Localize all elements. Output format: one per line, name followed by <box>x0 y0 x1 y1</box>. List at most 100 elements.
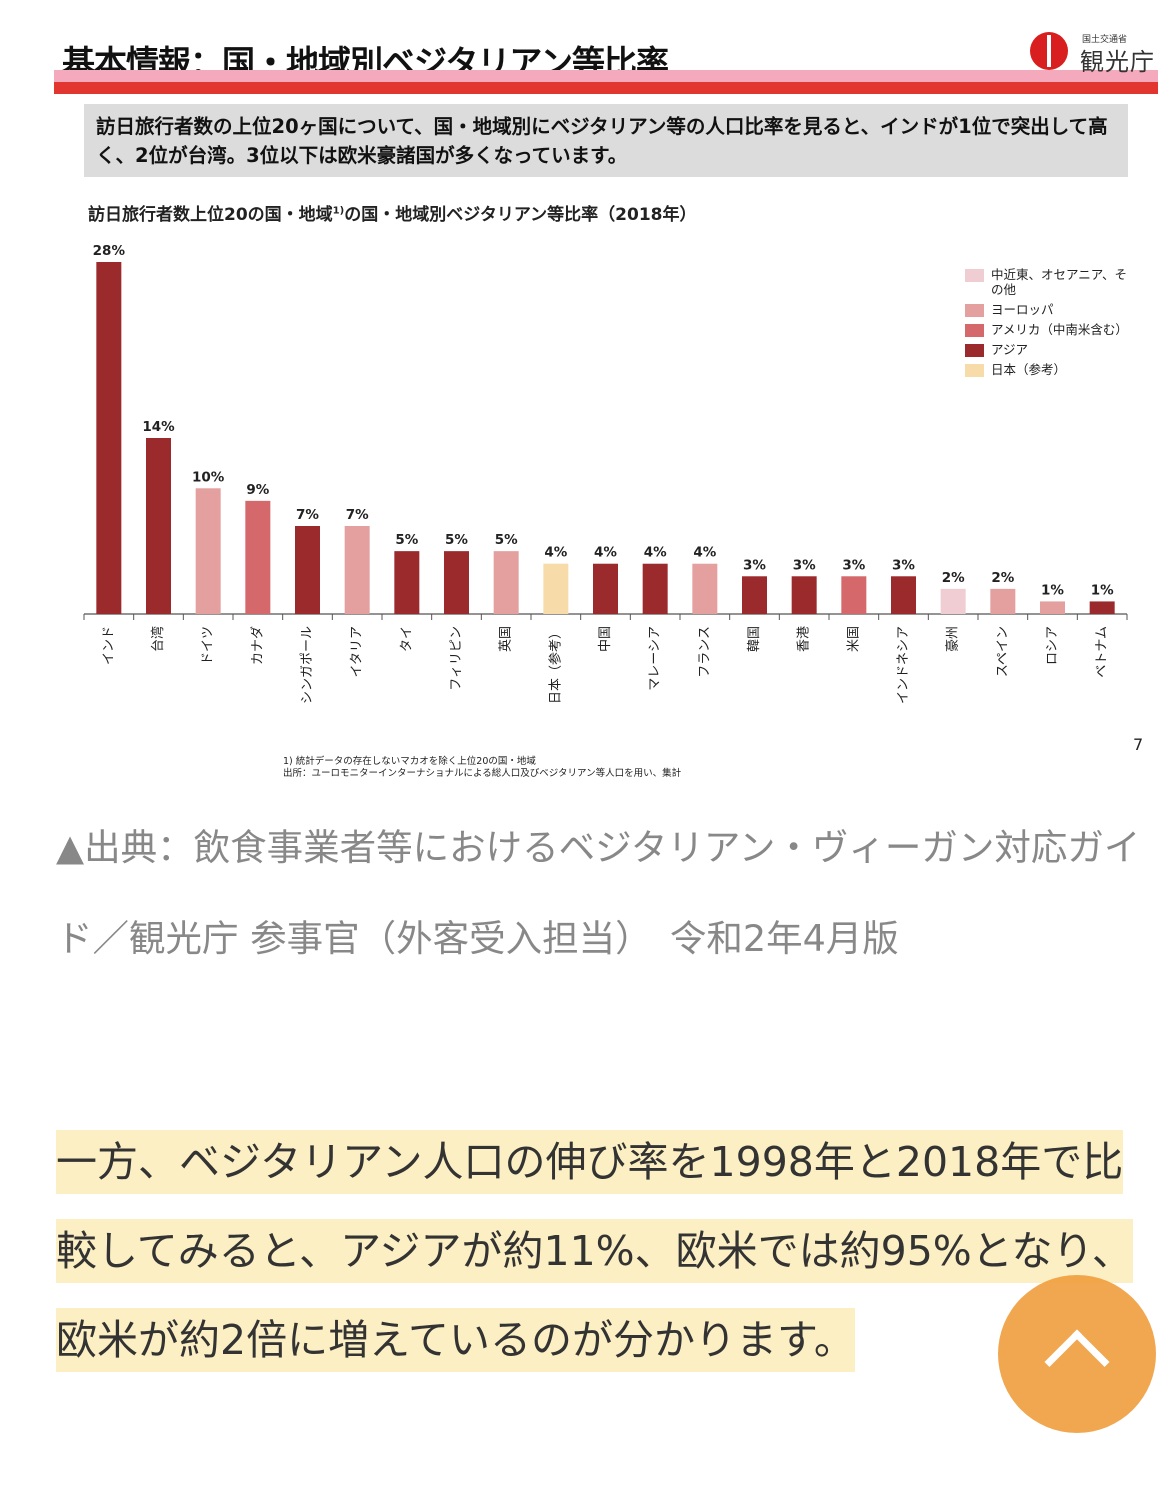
bar <box>791 576 817 614</box>
bar <box>444 551 469 614</box>
x-tick-label: イタリア <box>350 626 365 677</box>
jta-logo-name: 観光庁 <box>1080 48 1155 76</box>
slide-image: 基本情報：国・地域別ベジタリアン等比率 国土交通省 観光庁 訪日旅行者数の上位2… <box>54 30 1160 780</box>
jta-logo: 国土交通省 観光庁 <box>1030 30 1160 76</box>
x-tick-label: フランス <box>697 626 712 678</box>
jta-logo-mark-icon <box>1030 32 1068 70</box>
data-label: 10% <box>192 469 225 485</box>
bar <box>891 576 916 614</box>
bar <box>543 563 569 614</box>
chart-title: 訪日旅行者数上位20の国・地域1)の国・地域別ベジタリアン等比率（2018年） <box>88 200 697 225</box>
legend-label-japan: 日本（参考） <box>991 362 1067 377</box>
chevron-up-icon <box>1044 1329 1110 1395</box>
data-label: 3% <box>793 557 816 573</box>
legend-swatch-asia <box>965 344 984 357</box>
x-tick-label: フィリピン <box>449 626 464 691</box>
chart-title-footnote-mark: 1) <box>332 205 345 217</box>
x-tick-label: タイ <box>399 626 414 652</box>
data-label: 2% <box>991 570 1014 586</box>
legend-swatch-europe <box>965 304 984 317</box>
data-label: 3% <box>892 557 915 573</box>
data-label: 5% <box>495 532 518 548</box>
x-tick-label: インドネシア <box>896 626 911 704</box>
legend-label-americas: アメリカ（中南米含む） <box>991 322 1128 337</box>
legend-swatch-japan <box>965 364 984 377</box>
title-underline-red <box>54 82 1158 94</box>
data-label: 4% <box>594 545 617 561</box>
bar <box>593 563 618 614</box>
data-label: 28% <box>93 243 126 259</box>
bar <box>841 576 867 614</box>
data-label: 4% <box>544 545 567 561</box>
legend-item-americas: アメリカ（中南米含む） <box>965 322 1131 337</box>
bar <box>742 576 767 614</box>
footnote-line-2: 出所：ユーロモニターインターナショナルによる総人口及びベジタリアン等人口を用い、… <box>283 768 682 779</box>
highlighted-paragraph: 一方、ベジタリアン人口の伸び率を1998年と2018年で比較してみると、アジアが… <box>56 1118 1136 1385</box>
source-caption: ▲出典：飲食事業者等におけるベジタリアン・ヴィーガン対応ガイド／観光庁 参事官（… <box>56 826 1141 960</box>
x-tick-label: 日本（参考） <box>547 626 563 704</box>
jta-logo-ministry: 国土交通省 <box>1082 35 1128 45</box>
title-underline-pink <box>54 70 1158 82</box>
x-tick-label: 韓国 <box>747 626 762 652</box>
bar <box>96 262 122 614</box>
summary-box: 訪日旅行者数の上位20ヶ国について、国・地域別にベジタリアン等の人口比率を見ると… <box>84 104 1128 177</box>
legend-swatch-other <box>965 269 984 282</box>
x-tick-label: マレーシア <box>648 626 663 691</box>
slide-page-number: 7 <box>1133 735 1144 754</box>
data-label: 5% <box>445 532 468 548</box>
legend-label-europe: ヨーロッパ <box>991 302 1054 317</box>
scroll-to-top-button[interactable] <box>998 1275 1156 1433</box>
bar <box>642 563 668 614</box>
legend-label-other: 中近東、オセアニア、その他 <box>991 267 1128 297</box>
bar <box>295 526 320 614</box>
bar <box>493 551 519 614</box>
x-tick-label: 台湾 <box>150 626 166 652</box>
bar <box>245 500 271 614</box>
bar <box>1089 601 1115 614</box>
chart-footnote: 1) 統計データの存在しないマカオを除く上位20の国・地域 出所：ユーロモニター… <box>283 756 681 780</box>
data-label: 9% <box>246 482 269 498</box>
highlighted-paragraph-text: 一方、ベジタリアン人口の伸び率を1998年と2018年で比較してみると、アジアが… <box>56 1130 1133 1372</box>
legend-label-asia: アジア <box>991 342 1029 357</box>
chart-legend: 中近東、オセアニア、その他 ヨーロッパ アメリカ（中南米含む） アジア 日本（参… <box>965 267 1131 382</box>
data-label: 4% <box>693 545 716 561</box>
bar <box>195 488 221 614</box>
data-label: 5% <box>395 532 418 548</box>
x-tick-label: シンガポール <box>300 626 315 704</box>
legend-swatch-americas <box>965 324 984 337</box>
legend-item-asia: アジア <box>965 342 1131 357</box>
chart-title-main: 訪日旅行者数上位20の国・地域 <box>88 205 333 225</box>
legend-item-europe: ヨーロッパ <box>965 302 1131 317</box>
bar <box>692 563 718 614</box>
bar <box>990 588 1016 614</box>
legend-item-japan: 日本（参考） <box>965 362 1131 377</box>
data-label: 7% <box>296 507 319 523</box>
x-tick-label: ドイツ <box>201 626 216 665</box>
data-label: 3% <box>842 557 865 573</box>
x-tick-label: スペイン <box>995 626 1010 677</box>
data-label: 7% <box>346 507 369 523</box>
data-label: 1% <box>1041 582 1064 598</box>
chart-title-tail: の国・地域別ベジタリアン等比率（2018年） <box>344 205 697 225</box>
data-label: 2% <box>942 570 965 586</box>
x-tick-label: 香港 <box>797 626 812 652</box>
x-tick-label: 英国 <box>499 626 514 652</box>
x-tick-label: カナダ <box>250 626 265 665</box>
x-tick-label: インド <box>101 626 116 665</box>
bar-chart: 28% インド 14% 台湾 10% ドイツ 9% カナダ 7% シンガポール 7% イタリア 5% タイ… <box>83 243 1128 704</box>
x-tick-label: ロシア <box>1045 626 1060 665</box>
x-tick-label: 豪州 <box>945 626 961 652</box>
data-label: 1% <box>1091 582 1114 598</box>
bar <box>1040 601 1065 614</box>
data-label: 3% <box>743 557 766 573</box>
bar <box>394 551 420 614</box>
x-tick-label: ベトナム <box>1095 626 1110 678</box>
bar <box>940 588 966 614</box>
legend-item-other: 中近東、オセアニア、その他 <box>965 267 1131 297</box>
data-label: 4% <box>644 545 667 561</box>
bar <box>146 438 171 614</box>
x-tick-label: 米国 <box>846 626 861 652</box>
bar <box>344 526 370 614</box>
x-tick-label: 中国 <box>598 626 613 652</box>
footnote-line-1: 1) 統計データの存在しないマカオを除く上位20の国・地域 <box>283 756 536 767</box>
